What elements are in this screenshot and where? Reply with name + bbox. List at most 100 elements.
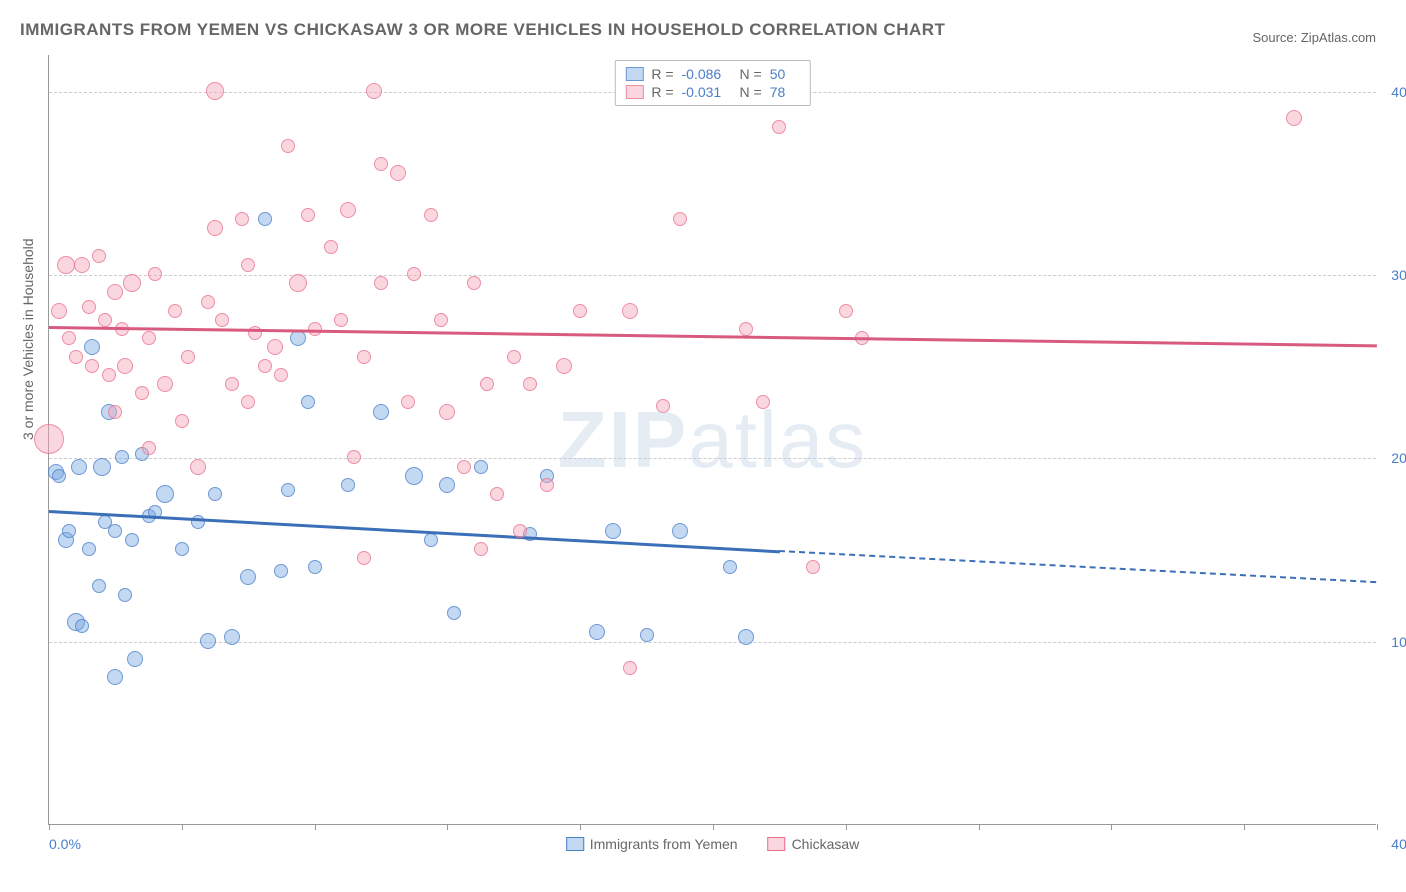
scatter-point [125, 533, 139, 547]
scatter-point [523, 377, 537, 391]
scatter-point [656, 399, 670, 413]
scatter-point [480, 377, 494, 391]
scatter-point [235, 212, 249, 226]
legend-stats-row: R =-0.031N =78 [625, 83, 799, 101]
scatter-point [622, 303, 638, 319]
scatter-point [241, 258, 255, 272]
scatter-point [201, 295, 215, 309]
scatter-point [258, 359, 272, 373]
scatter-point [108, 405, 122, 419]
legend-n-value: 78 [770, 84, 800, 100]
scatter-point [490, 487, 504, 501]
scatter-point [640, 628, 654, 642]
scatter-point [142, 331, 156, 345]
scatter-point [357, 551, 371, 565]
scatter-point [206, 82, 224, 100]
scatter-point [52, 469, 66, 483]
scatter-point [208, 487, 222, 501]
scatter-point [267, 339, 283, 355]
scatter-point [118, 588, 132, 602]
x-tick-mark [1377, 824, 1378, 830]
scatter-point [434, 313, 448, 327]
scatter-point [540, 478, 554, 492]
x-tick-mark [447, 824, 448, 830]
scatter-point [672, 523, 688, 539]
scatter-point [98, 313, 112, 327]
scatter-point [439, 404, 455, 420]
scatter-point [190, 459, 206, 475]
legend-bottom: Immigrants from YemenChickasaw [566, 836, 860, 852]
scatter-point [84, 339, 100, 355]
scatter-point [57, 256, 75, 274]
scatter-point [62, 331, 76, 345]
scatter-point [467, 276, 481, 290]
source-attribution: Source: ZipAtlas.com [1252, 30, 1376, 45]
scatter-point [772, 120, 786, 134]
legend-swatch [625, 85, 643, 99]
scatter-point [374, 157, 388, 171]
scatter-point [373, 404, 389, 420]
scatter-point [69, 350, 83, 364]
y-tick-label: 40.0% [1391, 84, 1406, 100]
y-tick-label: 30.0% [1391, 267, 1406, 283]
legend-n-label: N = [740, 66, 762, 82]
chart-title: IMMIGRANTS FROM YEMEN VS CHICKASAW 3 OR … [20, 20, 945, 40]
legend-r-label: R = [651, 66, 673, 82]
scatter-point [347, 450, 361, 464]
scatter-point [93, 458, 111, 476]
scatter-point [289, 274, 307, 292]
scatter-point [739, 322, 753, 336]
scatter-point [457, 460, 471, 474]
y-axis-label: 3 or more Vehicles in Household [20, 238, 36, 440]
scatter-point [341, 478, 355, 492]
scatter-point [301, 395, 315, 409]
scatter-point [723, 560, 737, 574]
scatter-point [142, 441, 156, 455]
scatter-point [85, 359, 99, 373]
legend-stats-row: R =-0.086N =50 [625, 65, 799, 83]
legend-stats-box: R =-0.086N =50R =-0.031N =78 [614, 60, 810, 106]
scatter-point [623, 661, 637, 675]
scatter-point [156, 485, 174, 503]
scatter-point [424, 533, 438, 547]
x-tick-mark [580, 824, 581, 830]
legend-r-label: R = [651, 84, 673, 100]
scatter-point [82, 300, 96, 314]
chart-plot-area: ZIPatlas R =-0.086N =50R =-0.031N =78 Im… [48, 55, 1376, 825]
scatter-point [107, 669, 123, 685]
scatter-point [181, 350, 195, 364]
x-tick-mark [713, 824, 714, 830]
gridline [49, 458, 1376, 459]
scatter-point [556, 358, 572, 374]
scatter-point [738, 629, 754, 645]
scatter-point [168, 304, 182, 318]
x-tick-label: 40.0% [1391, 836, 1406, 852]
scatter-point [605, 523, 621, 539]
scatter-point [308, 560, 322, 574]
scatter-point [589, 624, 605, 640]
scatter-point [215, 313, 229, 327]
scatter-point [117, 358, 133, 374]
scatter-point [673, 212, 687, 226]
scatter-point [447, 606, 461, 620]
scatter-point [74, 257, 90, 273]
scatter-point [175, 542, 189, 556]
scatter-point [34, 424, 64, 454]
scatter-point [248, 326, 262, 340]
scatter-point [225, 377, 239, 391]
scatter-point [51, 303, 67, 319]
scatter-point [115, 450, 129, 464]
x-tick-label: 0.0% [49, 836, 81, 852]
watermark-light: atlas [688, 395, 867, 484]
scatter-point [390, 165, 406, 181]
legend-swatch [566, 837, 584, 851]
x-tick-mark [49, 824, 50, 830]
x-tick-mark [315, 824, 316, 830]
x-tick-mark [1111, 824, 1112, 830]
scatter-point [148, 267, 162, 281]
y-tick-label: 10.0% [1391, 634, 1406, 650]
scatter-point [1286, 110, 1302, 126]
legend-swatch [768, 837, 786, 851]
scatter-point [157, 376, 173, 392]
scatter-point [401, 395, 415, 409]
